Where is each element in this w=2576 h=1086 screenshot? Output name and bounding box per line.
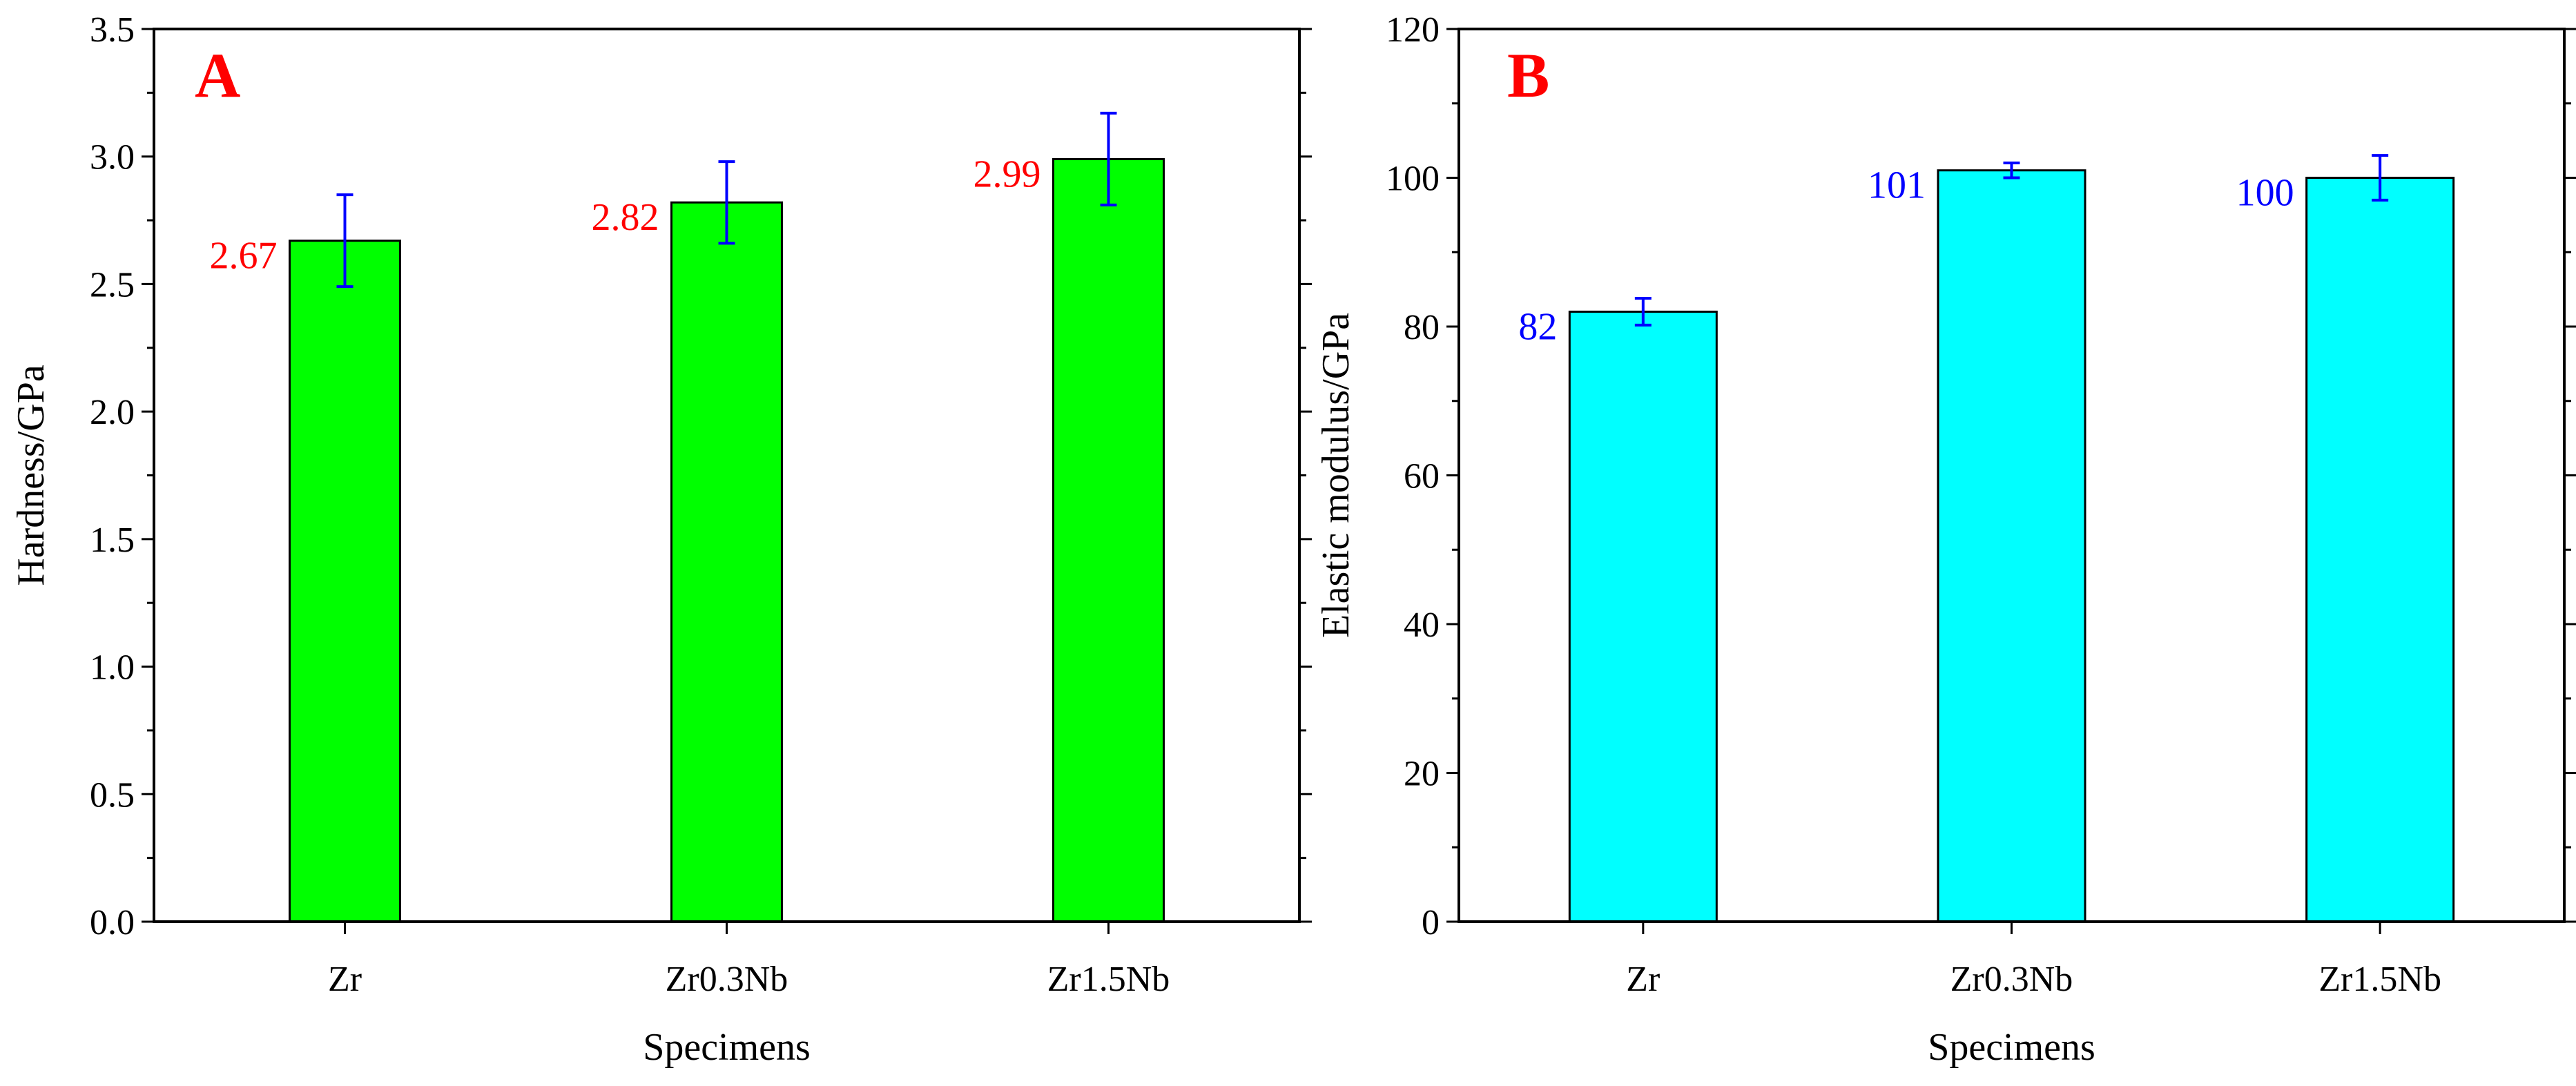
y-tick-label: 3.0 [90, 138, 135, 177]
y-tick-label: 3.5 [90, 10, 135, 50]
y-tick-label: 1.0 [90, 648, 135, 688]
bar-zr0-3nb [1937, 169, 2086, 923]
y-tick-label: 0.0 [90, 903, 135, 942]
chart-panel-a: 2.67 Zr 2.82 Zr0.3Nb 2.99 Zr1.5Nb 0.0 0.5 1.0 1.5… [10, 10, 1312, 1069]
y-tick-label: 60 [1404, 457, 1440, 496]
y-tick-label: 0 [1422, 903, 1440, 942]
y-tick-label: 0.5 [90, 775, 135, 815]
y-tick-label: 2.0 [90, 393, 135, 432]
plot-frame [1458, 28, 2566, 923]
data-label: 100 [2236, 172, 2294, 215]
bar-zr0-3nb [670, 201, 783, 923]
chart-panel-b: 82 Zr 101 Zr0.3Nb 100 Zr1.5Nb 0 20 40 60 80 100 120 B… [1315, 10, 2576, 1069]
x-tick-label: Zr1.5Nb [2318, 960, 2441, 999]
data-label: 101 [1868, 164, 1926, 207]
bar-zr [1568, 310, 1718, 923]
bar-zr1-5nb [1052, 157, 1165, 923]
x-axis-title: Specimens [1928, 1026, 2095, 1069]
x-tick-label: Zr [328, 960, 362, 999]
x-tick-label: Zr0.3Nb [666, 960, 788, 999]
panel-letter: A [195, 40, 240, 110]
panel-letter: B [1507, 40, 1549, 110]
y-tick-label: 120 [1386, 10, 1440, 50]
plot-frame [153, 28, 1301, 923]
data-label: 2.67 [210, 235, 278, 278]
x-axis-title: Specimens [643, 1026, 811, 1069]
x-tick-label: Zr [1626, 960, 1660, 999]
x-tick-label: Zr0.3Nb [1950, 960, 2073, 999]
data-label: 2.82 [592, 196, 659, 239]
y-tick-label: 100 [1386, 159, 1440, 199]
y-tick-label: 20 [1404, 755, 1440, 794]
y-axis-title: Elastic modulus/GPa [1315, 313, 1357, 638]
bar-zr [289, 240, 401, 923]
y-tick-label: 40 [1404, 605, 1440, 645]
data-label: 2.99 [974, 153, 1041, 195]
y-tick-label: 80 [1404, 308, 1440, 347]
x-tick-label: Zr1.5Nb [1047, 960, 1170, 999]
y-tick-label: 2.5 [90, 265, 135, 304]
y-tick-label: 1.5 [90, 521, 135, 560]
bar-zr1-5nb [2305, 177, 2455, 923]
y-axis-title: Hardness/GPa [10, 365, 52, 586]
data-label: 82 [1518, 305, 1557, 348]
